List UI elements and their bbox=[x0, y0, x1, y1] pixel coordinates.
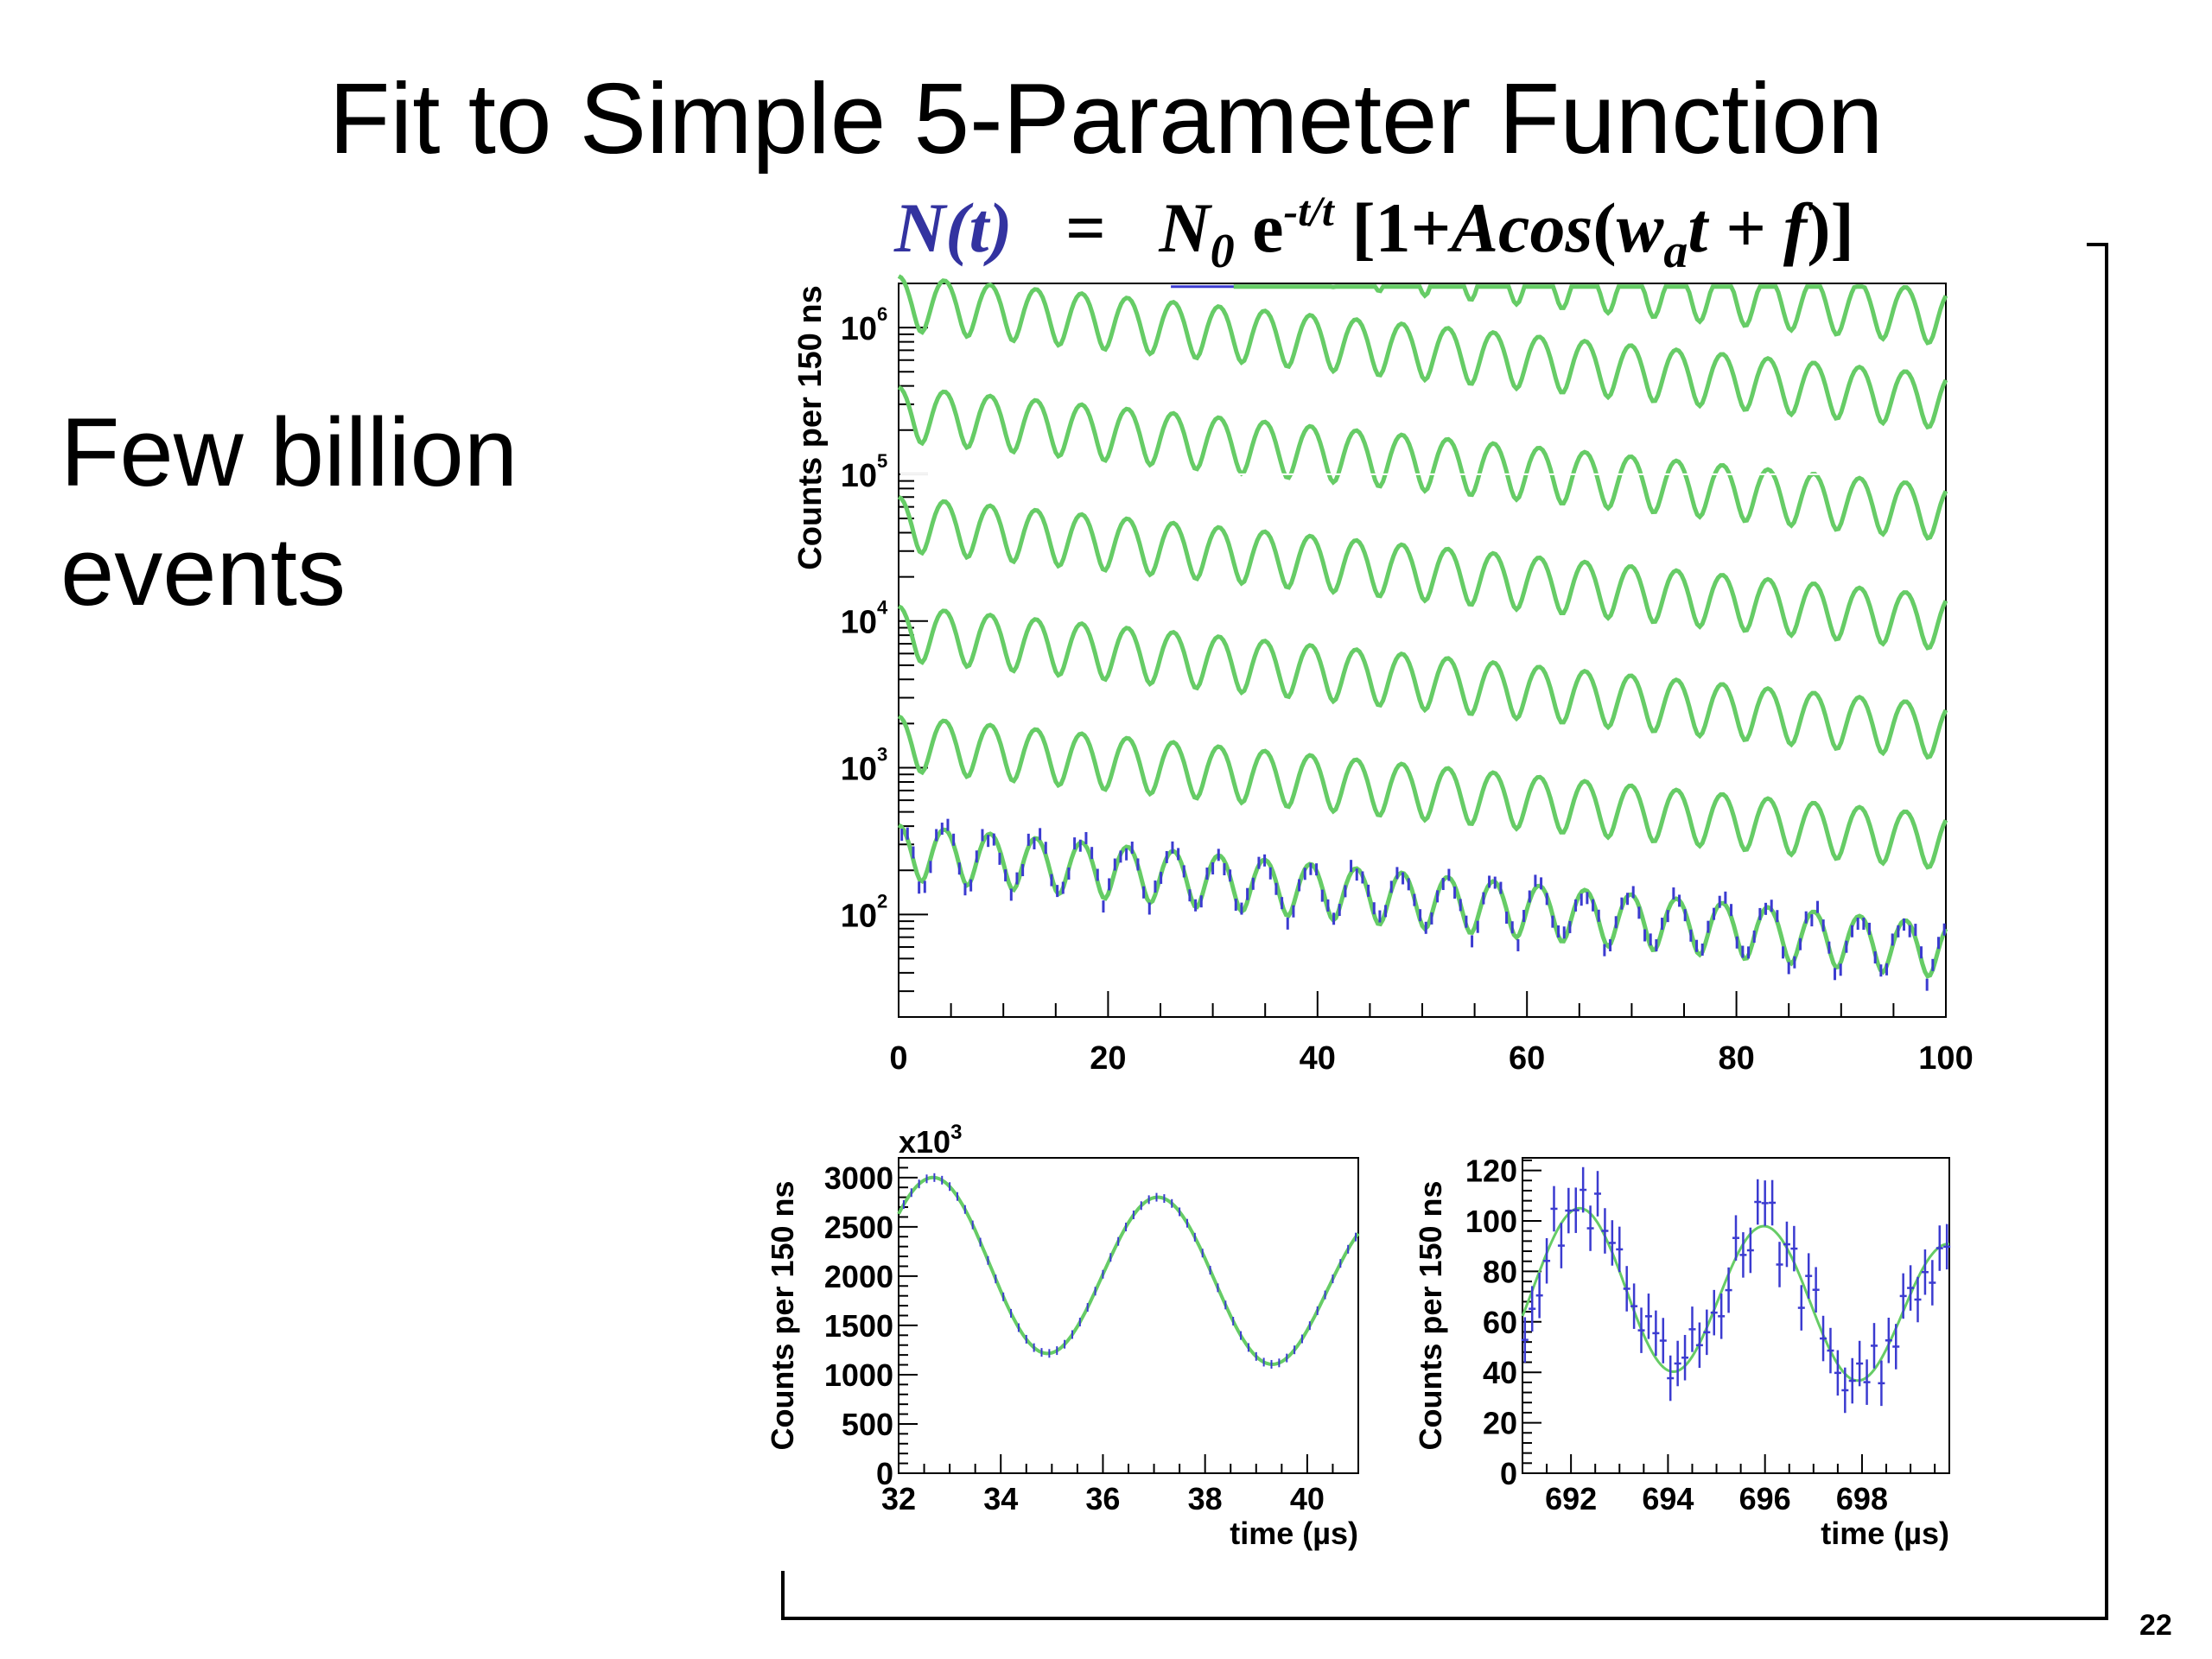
inset-late-frame bbox=[1522, 1157, 1950, 1474]
y-tick-label: 80 bbox=[1483, 1254, 1517, 1289]
fit-curve-segment bbox=[897, 495, 1948, 651]
formula-exp: -t/t bbox=[1283, 187, 1334, 235]
fit-curve-segment bbox=[897, 823, 1948, 979]
fit-curve-segment bbox=[897, 274, 1948, 430]
x-tick-label: 60 bbox=[1509, 1040, 1545, 1077]
y-tick-label: 3000 bbox=[824, 1160, 893, 1196]
x-tick-label: 698 bbox=[1836, 1481, 1888, 1516]
formula-bracket-open: [1+ bbox=[1351, 188, 1452, 267]
formula-close: )] bbox=[1807, 188, 1854, 267]
x-tick-label: 38 bbox=[1188, 1481, 1223, 1516]
fit-curve-segment bbox=[1233, 284, 1948, 346]
formula-eq: = bbox=[1065, 188, 1106, 267]
y-tick-label: 60 bbox=[1483, 1305, 1517, 1340]
x-tick-label: 696 bbox=[1739, 1481, 1791, 1516]
fit-formula: N(t) = N0 e-t/t [1+Acos(wat + f)] bbox=[894, 186, 1854, 279]
slide-title: Fit to Simple 5-Parameter Function bbox=[328, 62, 1884, 175]
fit-curve-segment bbox=[897, 714, 1948, 870]
x-tick-label: 694 bbox=[1642, 1481, 1694, 1516]
formula-acos: Acos bbox=[1451, 188, 1593, 267]
y-tick-label: 105 bbox=[841, 450, 888, 494]
y-tick-label: 2000 bbox=[824, 1259, 893, 1294]
side-text-line1: Few billion bbox=[60, 398, 518, 506]
y-tick-label: 103 bbox=[841, 744, 888, 788]
formula-e: e bbox=[1252, 188, 1284, 267]
formula-w-sub: a bbox=[1663, 225, 1688, 278]
fit-curve-segment bbox=[897, 385, 1948, 541]
x-tick-label: 34 bbox=[983, 1481, 1018, 1516]
side-text: Few billion events bbox=[60, 393, 518, 632]
y-tick-label: 120 bbox=[1465, 1154, 1517, 1189]
main-plot-frame bbox=[898, 283, 1947, 1018]
y-axis-label: Counts per 150 ns bbox=[792, 285, 829, 569]
x-tick-label: 0 bbox=[889, 1040, 907, 1077]
x-tick-label: 100 bbox=[1918, 1040, 1973, 1077]
y-tick-label: 100 bbox=[1465, 1204, 1517, 1239]
y-tick-label: 0 bbox=[1500, 1456, 1517, 1491]
fit-curve bbox=[1521, 1206, 1949, 1382]
x-axis-label: time (µs) bbox=[1821, 1516, 1949, 1551]
page-number: 22 bbox=[2139, 1609, 2172, 1642]
y-axis-label: Counts per 150 ns bbox=[1413, 1180, 1448, 1450]
figure-bracket bbox=[781, 243, 2108, 1620]
y-tick-label: 1000 bbox=[824, 1357, 893, 1393]
x-tick-label: 36 bbox=[1085, 1481, 1120, 1516]
x-tick-label: 692 bbox=[1545, 1481, 1597, 1516]
y-tick-label: 0 bbox=[876, 1456, 893, 1491]
y-tick-label: 500 bbox=[842, 1407, 893, 1442]
formula-n0-sub: 0 bbox=[1210, 225, 1235, 278]
y-tick-label: 2500 bbox=[824, 1210, 893, 1245]
formula-f: f bbox=[1783, 188, 1808, 267]
formula-w: w bbox=[1616, 188, 1664, 267]
y-axis-label: Counts per 150 ns bbox=[765, 1180, 800, 1450]
x-tick-label: 40 bbox=[1300, 1040, 1336, 1077]
y-multiplier: x103 bbox=[899, 1121, 962, 1160]
fit-curve bbox=[897, 1175, 1360, 1367]
x-tick-label: 80 bbox=[1718, 1040, 1754, 1077]
formula-n0: N bbox=[1159, 188, 1211, 267]
x-tick-label: 20 bbox=[1090, 1040, 1126, 1077]
inset-early-frame bbox=[898, 1157, 1359, 1474]
y-tick-label: 20 bbox=[1483, 1406, 1517, 1441]
main-plot: 102 103 104 105 106 0 20 40 60 80 100 Counts per 15… bbox=[792, 274, 1974, 1077]
y-tick-label: 1500 bbox=[824, 1308, 893, 1344]
y-tick-label: 40 bbox=[1483, 1355, 1517, 1390]
side-text-line2: events bbox=[60, 518, 346, 626]
y-tick-label: 102 bbox=[841, 890, 888, 934]
x-tick-label: 32 bbox=[881, 1481, 916, 1516]
x-axis-label: time (µs) bbox=[1230, 1516, 1358, 1551]
y-tick-label: 104 bbox=[841, 597, 888, 641]
formula-t-plus: t + bbox=[1688, 188, 1783, 267]
x-tick-label: 40 bbox=[1290, 1481, 1325, 1516]
y-tick-label: 106 bbox=[841, 303, 888, 347]
formula-lhs: N(t) bbox=[894, 188, 1013, 267]
fit-curve-segment bbox=[897, 604, 1948, 760]
formula-paren-open: ( bbox=[1592, 188, 1617, 267]
